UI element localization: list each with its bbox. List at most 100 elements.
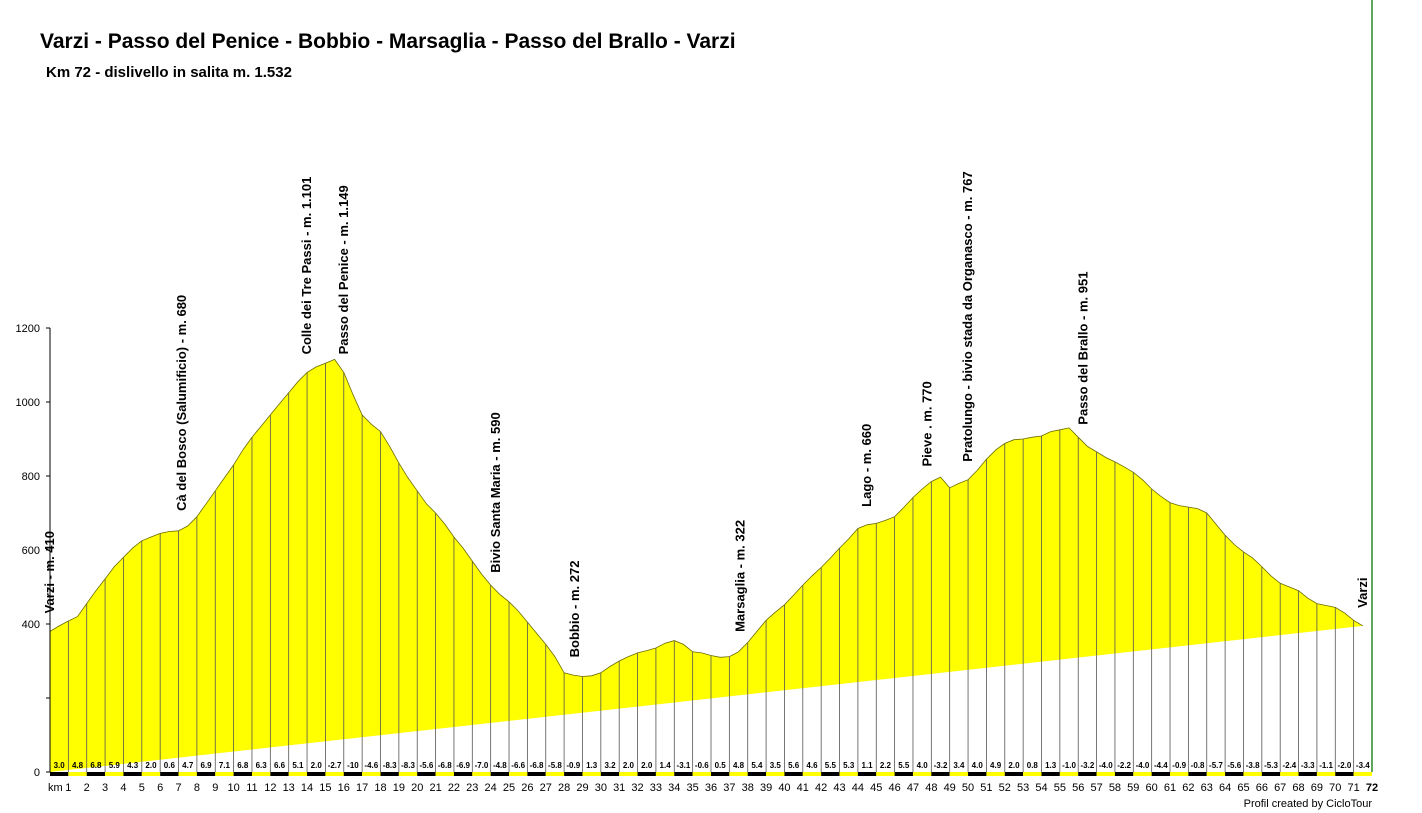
gradient-segment bbox=[1206, 772, 1226, 776]
poi-label: Cà del Bosco (Salumificio) - m. 680 bbox=[174, 295, 189, 511]
gradient-label: 5.6 bbox=[788, 761, 800, 770]
y-tick-label: 1000 bbox=[16, 397, 40, 409]
gradient-label: -2.7 bbox=[328, 761, 342, 770]
x-tick-label: 38 bbox=[742, 782, 754, 794]
x-axis-label: km bbox=[48, 782, 63, 794]
x-tick-label: 37 bbox=[723, 782, 735, 794]
gradient-segment bbox=[527, 772, 546, 776]
gradient-label: -3.3 bbox=[1301, 761, 1315, 770]
gradient-segment bbox=[160, 772, 179, 776]
gradient-segment bbox=[766, 772, 785, 776]
x-tick-label: 13 bbox=[283, 782, 295, 794]
gradient-label: 3.5 bbox=[770, 761, 782, 770]
y-tick-label: 600 bbox=[22, 545, 40, 557]
y-tick-label: 1200 bbox=[16, 323, 40, 335]
gradient-label: -3.2 bbox=[1081, 761, 1095, 770]
x-tick-label: 5 bbox=[139, 782, 145, 794]
gradient-label: 2.0 bbox=[311, 761, 323, 770]
gradient-segment bbox=[876, 772, 895, 776]
x-tick-label: 44 bbox=[852, 782, 864, 794]
x-tick-label: 23 bbox=[466, 782, 478, 794]
gradient-segment bbox=[857, 772, 877, 776]
gradient-segment bbox=[509, 772, 528, 776]
gradient-segment bbox=[178, 772, 197, 776]
x-tick-label: 25 bbox=[503, 782, 515, 794]
gradient-label: -3.2 bbox=[934, 761, 948, 770]
gradient-segment bbox=[1059, 772, 1079, 776]
gradient-label: -2.2 bbox=[1117, 761, 1131, 770]
x-tick-label: 11 bbox=[246, 782, 257, 794]
poi-label: Lago - m. 660 bbox=[859, 424, 874, 507]
gradient-label: 5.5 bbox=[898, 761, 910, 770]
gradient-label: -1.1 bbox=[1319, 761, 1333, 770]
x-tick-label: 24 bbox=[485, 782, 497, 794]
x-tick-label: 71 bbox=[1348, 782, 1360, 794]
gradient-segment bbox=[619, 772, 638, 776]
poi-label: Pieve . m. 770 bbox=[920, 381, 935, 466]
gradient-label: -0.6 bbox=[695, 761, 709, 770]
gradient-label: -10 bbox=[347, 761, 359, 770]
gradient-label: -7.0 bbox=[475, 761, 489, 770]
poi-label: Varzi - m. 410 bbox=[42, 531, 57, 613]
gradient-label: 4.6 bbox=[806, 761, 818, 770]
x-tick-label: 61 bbox=[1164, 782, 1176, 794]
gradient-label: 2.0 bbox=[641, 761, 653, 770]
gradient-label: -3.4 bbox=[1356, 761, 1370, 770]
gradient-label: 3.4 bbox=[953, 761, 965, 770]
gradient-segment bbox=[1114, 772, 1134, 776]
x-tick-label: 40 bbox=[778, 782, 790, 794]
gradient-segment bbox=[674, 772, 693, 776]
gradient-label: 4.7 bbox=[182, 761, 194, 770]
x-tick-label: 41 bbox=[797, 782, 809, 794]
gradient-label: 5.3 bbox=[843, 761, 855, 770]
gradient-segment bbox=[600, 772, 620, 776]
x-tick-label: 9 bbox=[212, 782, 218, 794]
gradient-segment bbox=[490, 772, 510, 776]
gradient-segment bbox=[802, 772, 822, 776]
gradient-label: 0.6 bbox=[164, 761, 176, 770]
x-tick-label: 31 bbox=[613, 782, 625, 794]
x-tick-label: 42 bbox=[815, 782, 827, 794]
gradient-label: 2.0 bbox=[145, 761, 157, 770]
x-tick-label: 17 bbox=[356, 782, 368, 794]
gradient-label: -8.3 bbox=[401, 761, 415, 770]
x-tick-label: 15 bbox=[319, 782, 331, 794]
poi-label: Varzi bbox=[1355, 577, 1370, 607]
credit-text: Profil created by CicloTour bbox=[1243, 798, 1372, 810]
gradient-label: 6.8 bbox=[237, 761, 249, 770]
gradient-segment bbox=[68, 772, 87, 776]
gradient-segment bbox=[1170, 772, 1189, 776]
gradient-label: -0.9 bbox=[566, 761, 580, 770]
x-tick-label: 64 bbox=[1219, 782, 1231, 794]
x-tick-label: 68 bbox=[1292, 782, 1304, 794]
gradient-segment bbox=[784, 772, 803, 776]
y-tick-label: 0 bbox=[34, 767, 40, 779]
gradient-segment bbox=[894, 772, 913, 776]
x-tick-label: 69 bbox=[1311, 782, 1323, 794]
x-tick-label: 58 bbox=[1109, 782, 1121, 794]
x-tick-label: 18 bbox=[374, 782, 386, 794]
gradient-segment bbox=[1188, 772, 1207, 776]
x-tick-label: 62 bbox=[1182, 782, 1194, 794]
x-tick-label: 20 bbox=[411, 782, 423, 794]
x-tick-label: 59 bbox=[1127, 782, 1139, 794]
gradient-segment bbox=[545, 772, 565, 776]
gradient-label: -6.6 bbox=[511, 761, 525, 770]
gradient-segment bbox=[912, 772, 932, 776]
gradient-label: 2.0 bbox=[623, 761, 635, 770]
gradient-segment bbox=[729, 772, 748, 776]
gradient-label: -5.6 bbox=[1227, 761, 1241, 770]
gradient-label: 4.8 bbox=[72, 761, 84, 770]
x-tick-label: 50 bbox=[962, 782, 974, 794]
poi-label: Bivio Santa Maria - m. 590 bbox=[488, 412, 503, 572]
gradient-label: 4.3 bbox=[127, 761, 139, 770]
x-tick-label: 72 bbox=[1366, 782, 1378, 794]
x-tick-label: 63 bbox=[1201, 782, 1213, 794]
gradient-label: -5.7 bbox=[1209, 761, 1223, 770]
gradient-label: -4.0 bbox=[1136, 761, 1150, 770]
x-tick-label: 43 bbox=[833, 782, 845, 794]
gradient-segment bbox=[931, 772, 950, 776]
gradient-segment bbox=[949, 772, 969, 776]
x-tick-label: 10 bbox=[227, 782, 239, 794]
gradient-segment bbox=[711, 772, 730, 776]
